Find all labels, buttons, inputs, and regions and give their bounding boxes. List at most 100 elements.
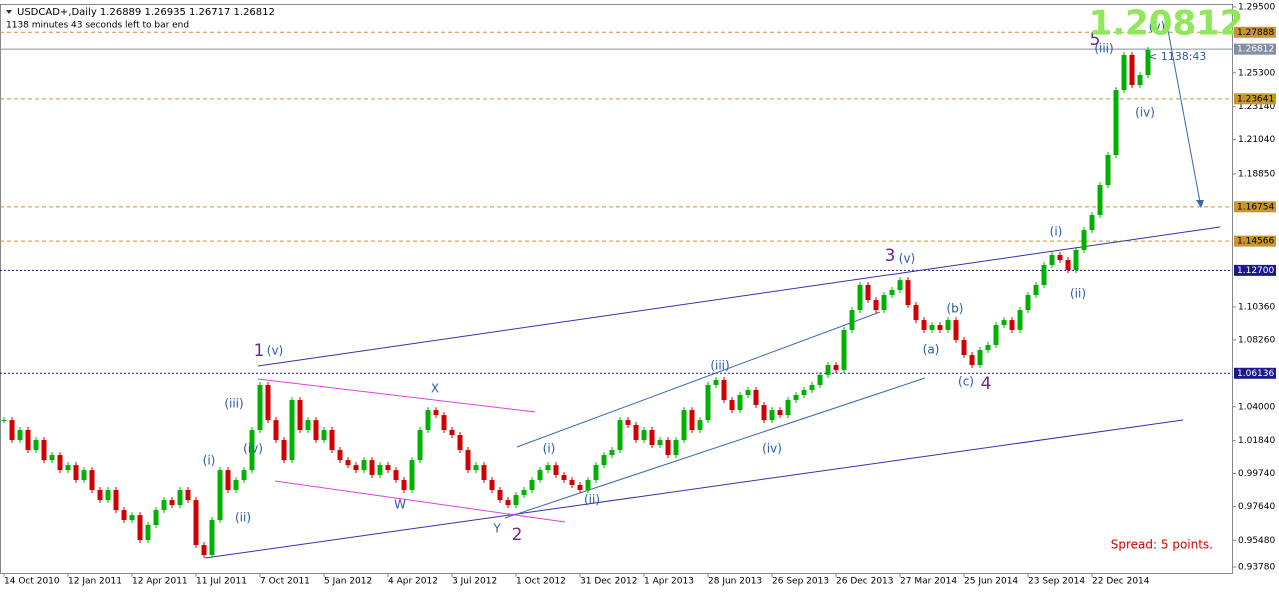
candle — [673, 440, 679, 456]
candle — [753, 390, 759, 406]
x-tick-label: 12 Jan 2011 — [68, 577, 122, 587]
candle — [945, 320, 951, 330]
candle — [465, 450, 471, 471]
x-tick-label: 14 Oct 2010 — [4, 577, 60, 587]
candle — [969, 355, 975, 366]
candle — [577, 485, 583, 491]
candle — [265, 384, 271, 421]
chart-title: USDCAD+,Daily 1.26889 1.26935 1.26717 1.… — [17, 7, 275, 18]
candle — [1041, 265, 1047, 285]
wave-label: 4 — [981, 374, 992, 394]
candle — [1137, 75, 1143, 86]
candle — [25, 429, 31, 451]
level-label: 1.23641 — [1237, 94, 1274, 104]
candle — [529, 479, 535, 491]
candle — [777, 410, 783, 416]
level-label: 1.14566 — [1237, 237, 1274, 247]
candle — [281, 440, 287, 461]
candle — [985, 345, 991, 351]
wave-label: X — [431, 382, 439, 396]
candle — [89, 470, 95, 491]
y-tick-label: 1.10360 — [1238, 303, 1275, 313]
x-tick-label: 1 Oct 2012 — [516, 577, 566, 587]
level-label: 1.27888 — [1237, 28, 1274, 38]
candle — [1025, 294, 1031, 311]
wave-label: (i) — [203, 454, 216, 468]
candle — [1, 420, 7, 422]
candle — [1033, 284, 1039, 295]
x-tick-label: 12 Apr 2011 — [132, 577, 188, 587]
candle — [705, 384, 711, 421]
x-tick-label: 7 Oct 2011 — [260, 577, 310, 587]
candle — [97, 490, 103, 501]
candle — [841, 329, 847, 371]
candle — [729, 400, 735, 411]
y-tick-label: 1.04000 — [1238, 402, 1275, 412]
candle — [521, 490, 527, 496]
candles — [1, 46, 1151, 559]
candle — [649, 429, 655, 446]
countdown: < 1138:43 — [1148, 50, 1206, 63]
candle — [513, 495, 519, 506]
y-tick-label: 1.25300 — [1238, 68, 1275, 78]
candle — [617, 420, 623, 451]
y-tick-label: 0.97640 — [1238, 502, 1275, 512]
candle — [33, 440, 39, 451]
candle — [289, 400, 295, 461]
x-tick-label: 31 Dec 2012 — [580, 577, 638, 587]
candle — [761, 405, 767, 421]
candle — [497, 490, 503, 501]
candle — [113, 490, 119, 511]
wave-label: (c) — [958, 375, 974, 389]
collapse-icon[interactable] — [6, 10, 12, 14]
candle — [593, 465, 599, 480]
candle — [273, 420, 279, 441]
candle — [633, 424, 639, 441]
candle — [361, 460, 367, 471]
candle — [433, 410, 439, 416]
x-tick-label: 25 Jun 2014 — [964, 577, 1018, 587]
candle — [929, 325, 935, 330]
x-tick-label: 5 Jan 2012 — [324, 577, 372, 587]
x-tick-label: 22 Dec 2014 — [1092, 577, 1150, 587]
candle — [809, 384, 815, 391]
candle — [849, 310, 855, 330]
candle — [697, 420, 703, 430]
level-label-bg — [1234, 93, 1276, 105]
wave-label: W — [394, 498, 406, 512]
candle — [977, 350, 983, 366]
candle — [345, 460, 351, 466]
candle — [913, 305, 919, 321]
price-overlay: 1.20812 — [1089, 4, 1244, 44]
candle — [585, 479, 591, 491]
y-tick-label: 1.18850 — [1238, 169, 1275, 179]
candle — [889, 289, 895, 295]
candle — [569, 479, 575, 486]
candle — [1057, 255, 1063, 261]
candle — [449, 429, 455, 435]
level-label-bg — [1234, 367, 1276, 379]
candle — [721, 379, 727, 401]
candle — [1001, 320, 1007, 326]
candle — [561, 474, 567, 480]
candle — [169, 500, 175, 506]
candle — [713, 379, 719, 385]
candle — [953, 320, 959, 340]
candle — [793, 395, 799, 401]
candle — [785, 400, 791, 416]
candle — [1145, 49, 1151, 76]
candle — [457, 434, 463, 451]
candle — [609, 450, 615, 456]
candle — [329, 429, 335, 451]
chart-subtitle: 1138 minutes 43 seconds left to bar end — [6, 21, 189, 31]
wave-label: (b) — [947, 302, 964, 316]
candle — [641, 429, 647, 441]
candle — [217, 470, 223, 520]
candle — [441, 415, 447, 430]
wave-label: (i) — [1050, 225, 1063, 239]
x-tick-label: 23 Sep 2014 — [1028, 577, 1085, 587]
candle — [473, 465, 479, 471]
level-label: 1.26812 — [1237, 45, 1274, 55]
